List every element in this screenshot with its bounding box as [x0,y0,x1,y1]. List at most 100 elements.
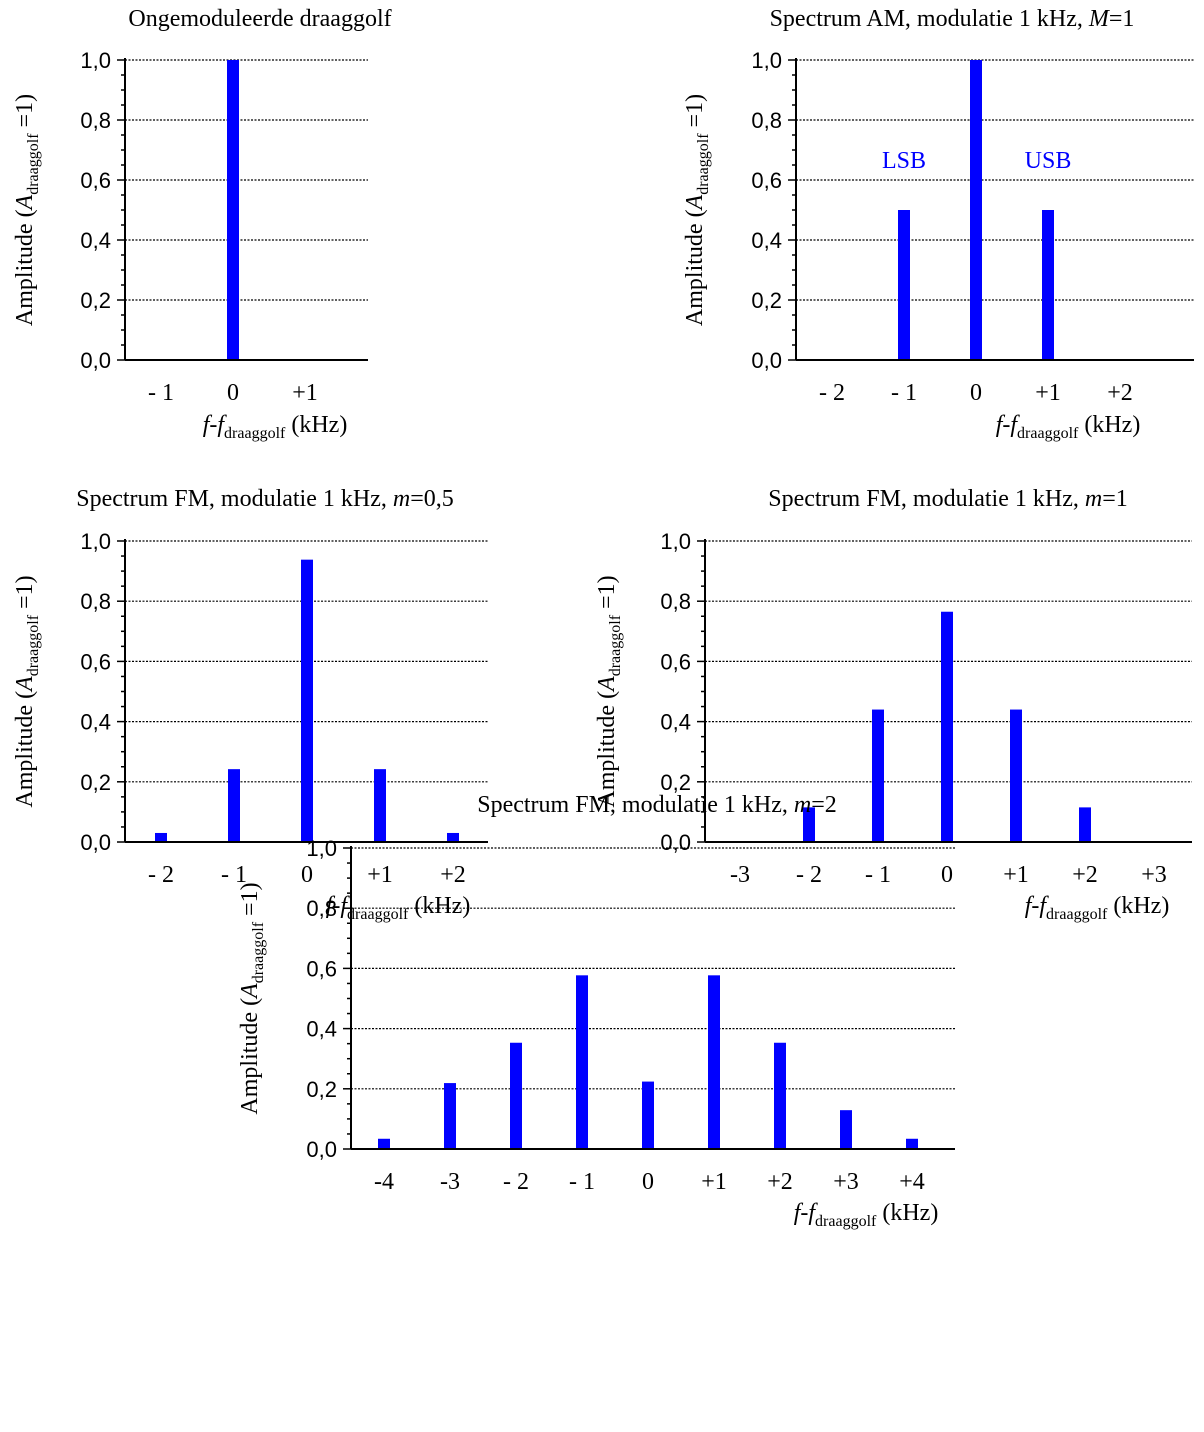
x-label-sub: draaggolf [1046,906,1108,923]
bar--1 [228,769,240,842]
x-tick-label: +3 [833,1169,859,1195]
y-tick-label: 0,8 [80,108,111,133]
x-axis-label: f-fdraaggolf (kHz) [1025,893,1170,923]
chart-fm05: 0,0 0,2 0,4 0,6 0,8 1,0 - 2 - 1 0 +1 +2 Spectrum FM… [12,486,488,923]
y-label-suffix: =1) [237,882,263,922]
y-label-suffix: =1) [682,94,708,134]
bar-+4 [906,1138,918,1149]
y-label-sub: draaggolf [607,614,624,676]
x-axis-label: f-fdraaggolf (kHz) [203,412,348,442]
x-tick-label: +2 [1072,862,1098,888]
bar--2 [155,832,167,842]
chart-am: 0,0 0,2 0,4 0,6 0,8 1,0 - 2 - 1 0 +1 +2 Spectrum AM… [682,6,1194,442]
title-value: =0,5 [410,486,454,512]
y-tick-label: 0,0 [80,348,111,373]
x-tick-label: -4 [374,1169,394,1195]
annotation-lsb: LSB [882,148,926,174]
x-label-var: f [326,893,336,919]
title-text: Spectrum FM, modulatie 1 kHz, [477,792,794,818]
bar-0 [301,559,313,842]
y-label-sub: draaggolf [695,133,712,195]
y-tick-label: 0,6 [660,649,691,674]
y-tick-label: 1,0 [80,529,111,554]
x-tick-label: 0 [941,862,953,888]
x-label-sub: draaggolf [347,906,409,923]
y-tick-label: 1,0 [751,48,782,73]
x-label-unit: (kHz) [285,412,347,438]
y-label-var: A [237,983,263,1000]
y-tick-label: 0,8 [306,896,337,921]
x-tick-label: - 2 [819,380,845,406]
chart-title: Spectrum FM, modulatie 1 kHz, m=2 [477,792,837,818]
x-label-dash: - [1002,412,1010,438]
bar-+1 [374,769,386,842]
x-label-var2: f [340,893,350,919]
y-label-sub: draaggolf [25,133,42,195]
x-label-var2: f [1039,893,1049,919]
y-tick-label: 0,8 [80,589,111,614]
x-tick-label: +2 [767,1169,793,1195]
x-tick-label: - 1 [569,1169,595,1195]
bar-+1 [708,975,720,1149]
annotation-usb: USB [1025,148,1072,174]
y-axis-label: Amplitude (Adraaggolf =1) [12,94,42,326]
x-label-var: f [794,1200,804,1226]
x-label-dash: - [332,893,340,919]
y-tick-label: 0,6 [751,168,782,193]
bar-+2 [447,832,459,842]
y-label-prefix: Amplitude ( [237,998,263,1115]
y-tick-label: 0,6 [80,168,111,193]
x-tick-label: - 1 [148,380,174,406]
y-tick-label: 0,4 [660,710,691,735]
y-tick-label: 0,0 [660,830,691,855]
x-tick-label: - 2 [148,862,174,888]
title-text: Spectrum FM, modulatie 1 kHz, [768,486,1085,512]
x-tick-label: +2 [440,862,466,888]
bar--2 [510,1042,522,1149]
bar--1 [576,975,588,1149]
x-axis-label: f-fdraaggolf (kHz) [326,893,471,923]
bar--4 [378,1138,390,1149]
x-label-unit: (kHz) [876,1200,938,1226]
y-tick-label: 0,0 [306,1137,337,1162]
y-label-suffix: =1) [12,575,38,615]
y-axis-label: Amplitude (Adraaggolf =1) [594,575,624,807]
x-tick-label: +1 [367,862,393,888]
x-label-var: f [996,412,1006,438]
x-tick-label: +1 [292,380,318,406]
x-label-unit: (kHz) [1107,893,1169,919]
y-tick-label: 1,0 [306,836,337,861]
x-label-dash: - [209,412,217,438]
chart-title: Spectrum AM, modulatie 1 kHz, M=1 [770,6,1135,32]
title-value: =1 [1102,486,1128,512]
title-text: Ongemoduleerde draaggolf [128,6,391,32]
x-tick-label: +1 [1035,380,1061,406]
x-tick-label: +3 [1141,862,1167,888]
y-axis-label: Amplitude (Adraaggolf =1) [12,575,42,807]
y-tick-label: 0,6 [80,649,111,674]
bar-+2 [1079,807,1091,842]
x-label-unit: (kHz) [1078,412,1140,438]
x-tick-label: -3 [440,1169,460,1195]
y-label-var: A [12,194,38,211]
title-text: Spectrum FM, modulatie 1 kHz, [76,486,393,512]
chart-title: Spectrum FM, modulatie 1 kHz, m=0,5 [76,486,454,512]
x-label-var: f [1025,893,1035,919]
x-label-var2: f [1010,412,1020,438]
x-tick-label: +2 [1107,380,1133,406]
y-tick-label: 0,0 [80,830,111,855]
y-tick-label: 0,4 [751,228,782,253]
y-tick-label: 0,0 [751,348,782,373]
x-tick-label: +1 [1003,862,1029,888]
title-variable: m [794,792,811,818]
y-axis-label: Amplitude (Adraaggolf =1) [682,94,712,326]
y-label-sub: draaggolf [250,921,267,983]
chart-title: Spectrum FM, modulatie 1 kHz, m=1 [768,486,1128,512]
title-text: Spectrum AM, modulatie 1 kHz, [770,6,1089,32]
x-label-var2: f [217,412,227,438]
x-tick-label: -3 [730,862,750,888]
bar-+1 [1042,210,1054,360]
chart-fm2: 0,0 0,2 0,4 0,6 0,8 1,0 -4 -3 - 2 - 1 0 +1 +2 +3 +4 Spe… [237,792,955,1230]
x-label-unit: (kHz) [408,893,470,919]
bar-0 [970,60,982,360]
